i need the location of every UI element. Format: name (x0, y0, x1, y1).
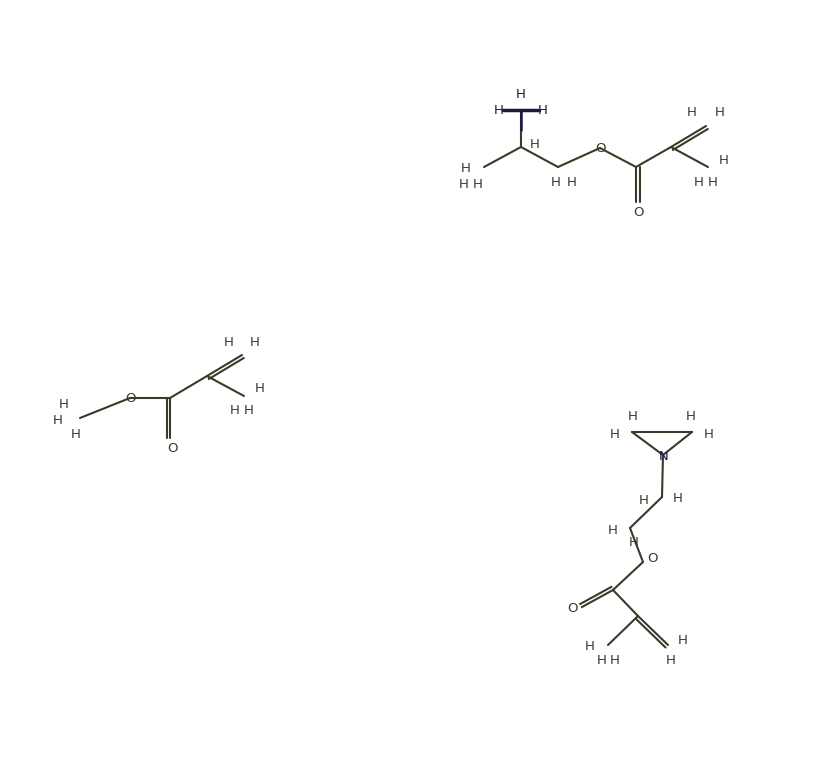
Text: H: H (678, 634, 688, 646)
Text: H: H (461, 162, 471, 175)
Text: H: H (551, 177, 561, 189)
Text: H: H (530, 137, 540, 151)
Text: H: H (715, 106, 725, 118)
Text: H: H (687, 106, 697, 118)
Text: H: H (585, 641, 595, 654)
Text: H: H (610, 655, 620, 668)
Text: H: H (53, 414, 63, 426)
Text: H: H (608, 523, 618, 537)
Text: H: H (639, 495, 649, 507)
Text: H: H (629, 537, 639, 550)
Text: H: H (538, 103, 548, 117)
Text: H: H (719, 154, 729, 167)
Text: H: H (694, 177, 704, 189)
Text: H: H (250, 336, 260, 348)
Text: O: O (595, 141, 606, 154)
Text: H: H (459, 178, 469, 191)
Text: H: H (59, 398, 69, 411)
Text: H: H (704, 428, 714, 441)
Text: H: H (473, 178, 483, 191)
Text: H: H (666, 654, 676, 666)
Text: O: O (125, 391, 135, 405)
Text: O: O (567, 602, 577, 615)
Text: H: H (597, 655, 607, 668)
Text: H: H (516, 89, 526, 101)
Text: H: H (244, 405, 254, 418)
Text: O: O (167, 442, 177, 455)
Text: H: H (71, 428, 81, 441)
Text: N: N (659, 451, 669, 463)
Text: H: H (255, 382, 265, 395)
Text: H: H (494, 103, 504, 117)
Text: H: H (610, 428, 620, 441)
Text: O: O (647, 551, 657, 564)
Text: H: H (686, 409, 696, 422)
Text: H: H (224, 336, 234, 348)
Text: H: H (708, 177, 718, 189)
Text: O: O (633, 205, 643, 218)
Text: H: H (567, 177, 577, 189)
Text: H: H (628, 409, 638, 422)
Text: H: H (230, 405, 240, 418)
Text: H: H (673, 493, 683, 506)
